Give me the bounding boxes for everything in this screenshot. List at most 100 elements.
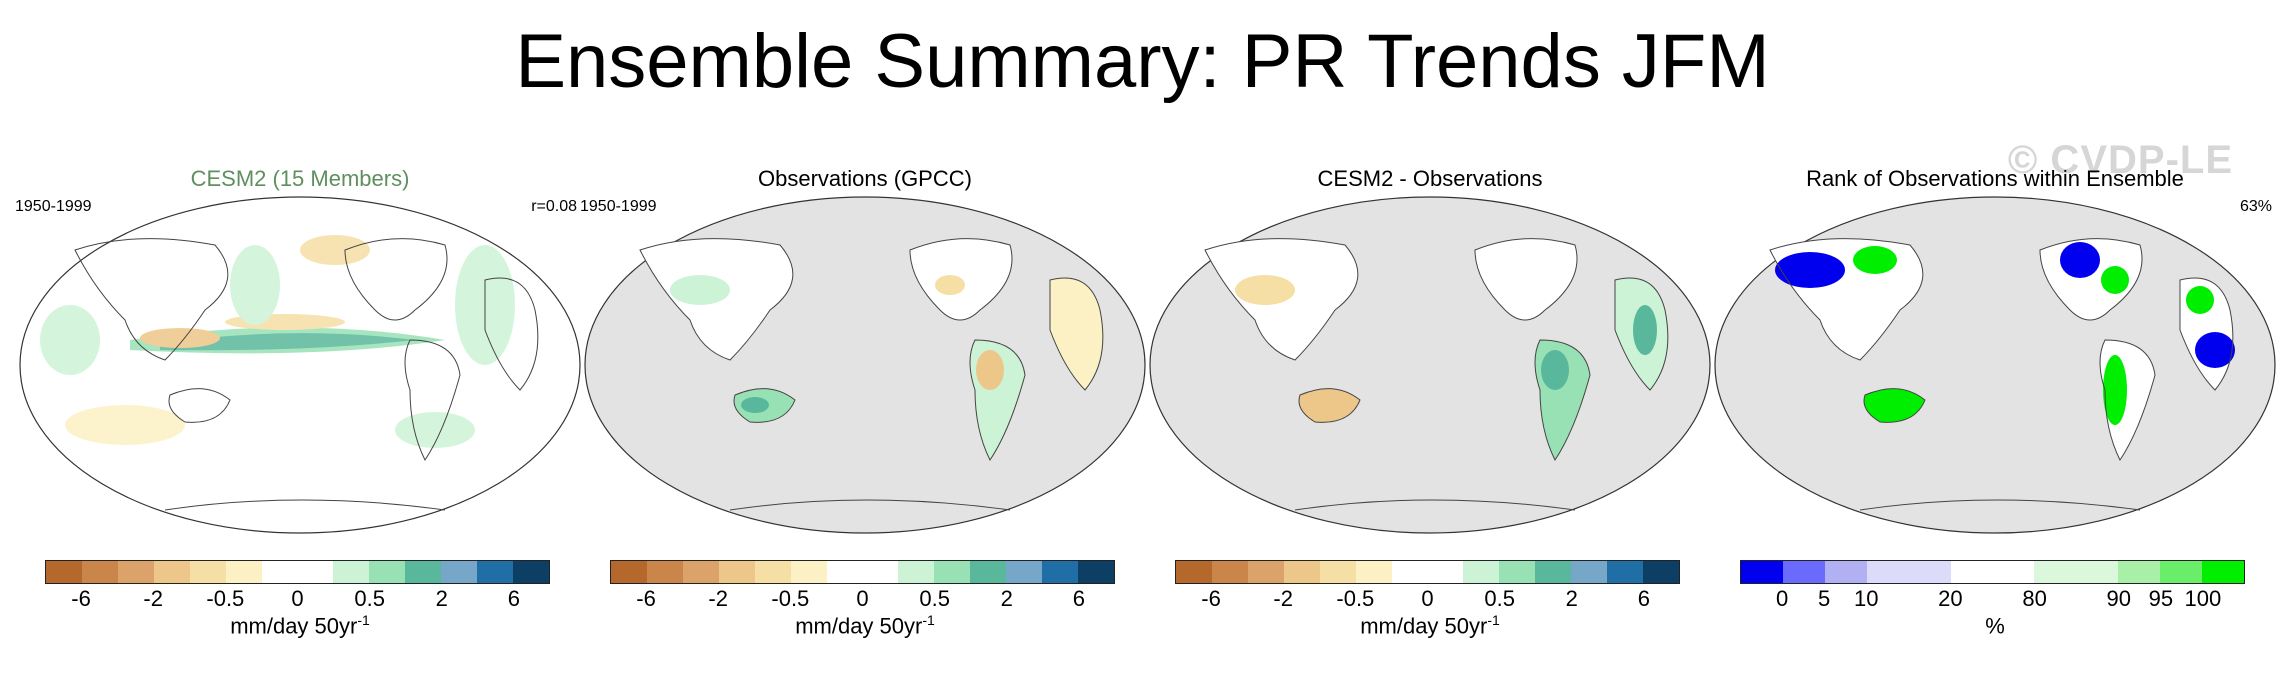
colorbar-ticks: -6 -2 -0.5 0 0.5 2 6 — [610, 586, 1115, 616]
units-text: mm/day 50yr — [795, 613, 923, 639]
rank-percentage: 63% — [2239, 198, 2272, 215]
colorbar-swatch — [1950, 561, 1993, 583]
colorbar-tick-label: -0.5 — [1336, 586, 1375, 611]
colorbar-swatch — [2076, 561, 2119, 583]
colorbar-swatch — [2118, 561, 2161, 583]
colorbar-swatch — [1211, 561, 1248, 583]
colorbar-tick-label: 6 — [1072, 586, 1086, 611]
colorbar-swatch — [1607, 561, 1643, 583]
panel-observations-gpcc: Observations (GPCC) 1950-1999 — [580, 160, 1150, 660]
colorbar-tick-label: 0 — [1775, 586, 1789, 611]
colorbar-tick-label: 90 — [2106, 586, 2131, 611]
colorbar-swatch — [369, 561, 406, 583]
colorbar-swatch — [261, 561, 298, 583]
panel-title: CESM2 - Observations — [1317, 166, 1543, 191]
colorbar-swatch — [682, 561, 719, 583]
map-observations — [580, 190, 1150, 540]
colorbar-swatch — [46, 561, 82, 583]
colorbar-swatch — [1741, 561, 1783, 583]
units-sup: -1 — [922, 612, 935, 628]
colorbar-tick-label: 95 — [2148, 586, 2174, 611]
colorbar-tick-label: 10 — [1854, 586, 1879, 611]
colorbar-swatch — [2160, 561, 2203, 583]
colorbar-swatch — [1642, 561, 1679, 583]
colorbar-tick-label: 20 — [1938, 586, 1963, 611]
units-label: mm/day 50yr-1 — [580, 612, 1150, 639]
panel-cesm2-trends: CESM2 (15 Members) 1950-1999 r=0.08 — [15, 160, 585, 660]
panel-title: Rank of Observations within Ensemble — [1806, 166, 2184, 191]
colorbar-swatch — [970, 561, 1007, 583]
colorbar-tick-label: -6 — [71, 586, 91, 611]
colorbar-swatch — [2202, 561, 2245, 583]
colorbar-swatch — [297, 561, 334, 583]
colorbar-tick-label: -2 — [143, 586, 163, 611]
colorbar-tick-label: 0.5 — [1484, 586, 1515, 611]
panel-cesm2-minus-obs: CESM2 - Observations — [1145, 160, 1715, 660]
colorbar-swatch — [898, 561, 935, 583]
coastlines — [74, 238, 539, 511]
colorbar-tick-label: 2 — [1565, 586, 1578, 611]
colorbar-swatch — [405, 561, 442, 583]
map-rank — [1710, 190, 2280, 540]
colorbar-tick-label: -6 — [636, 586, 656, 611]
colorbar-swatch — [1571, 561, 1608, 583]
colorbar-swatch — [117, 561, 154, 583]
colorbar-tick-label: 2 — [1000, 586, 1013, 611]
colorbar-tick-label: 0 — [291, 586, 304, 611]
colorbar-tick-label: 100 — [2184, 586, 2222, 611]
panel-title: Observations (GPCC) — [758, 166, 972, 191]
colorbar — [610, 560, 1115, 584]
colorbar-swatch — [826, 561, 863, 583]
colorbar-swatch — [512, 561, 549, 583]
panel-rank: Rank of Observations within Ensemble 63% — [1710, 160, 2280, 660]
watermark: © CVDP-LE — [2007, 138, 2233, 182]
land-fields — [1205, 238, 1668, 460]
colorbar-swatch — [862, 561, 899, 583]
pattern-correlation: r=0.08 — [531, 198, 577, 215]
colorbar-swatch — [1176, 561, 1212, 583]
colorbar-swatch — [1499, 561, 1536, 583]
units-label: mm/day 50yr-1 — [15, 612, 585, 639]
colorbar-swatch — [225, 561, 262, 583]
colorbar-swatch — [1006, 561, 1043, 583]
colorbar-swatch — [1427, 561, 1464, 583]
colorbar-swatch — [81, 561, 118, 583]
colorbar-swatch — [1042, 561, 1078, 583]
colorbar-swatch — [754, 561, 791, 583]
colorbar-swatch — [1355, 561, 1392, 583]
units-sup: -1 — [357, 612, 370, 628]
land-fields — [640, 238, 1103, 460]
colorbar-swatch — [441, 561, 478, 583]
units-text: mm/day 50yr — [1360, 613, 1488, 639]
colorbar-swatch — [2034, 561, 2077, 583]
colorbar-tick-label: 5 — [1818, 586, 1831, 611]
trend-shading — [40, 235, 515, 448]
colorbar — [1740, 560, 2245, 584]
colorbar-ticks: -6 -2 -0.5 0 0.5 2 6 — [45, 586, 550, 616]
colorbar-swatch — [153, 561, 190, 583]
colorbar-swatch — [1992, 561, 2035, 583]
colorbar — [1175, 560, 1680, 584]
colorbar — [45, 560, 550, 584]
main-title: Ensemble Summary: PR Trends JFM — [515, 19, 1770, 104]
colorbar-ticks: -6 -2 -0.5 0 0.5 2 6 — [1175, 586, 1680, 616]
colorbar-swatch — [477, 561, 513, 583]
colorbar-tick-label: 0.5 — [919, 586, 950, 611]
colorbar-swatch — [934, 561, 971, 583]
colorbar-swatch — [189, 561, 226, 583]
units-text: % — [1985, 613, 2005, 639]
colorbar-tick-label: 6 — [507, 586, 521, 611]
colorbar-tick-label: 6 — [1637, 586, 1651, 611]
colorbar-swatch — [1782, 561, 1825, 583]
colorbar-swatch — [646, 561, 683, 583]
colorbar-tick-label: 0 — [856, 586, 869, 611]
colorbar-swatch — [1319, 561, 1356, 583]
colorbar-swatch — [1866, 561, 1909, 583]
colorbar-ticks: 0 5 10 20 80 90 95 100 — [1740, 586, 2245, 616]
colorbar-swatch — [1283, 561, 1320, 583]
units-sup: -1 — [1487, 612, 1500, 628]
panel-title: CESM2 (15 Members) — [190, 166, 410, 191]
colorbar-swatch — [1535, 561, 1572, 583]
colorbar-tick-label: -6 — [1201, 586, 1221, 611]
map-difference — [1145, 190, 1715, 540]
